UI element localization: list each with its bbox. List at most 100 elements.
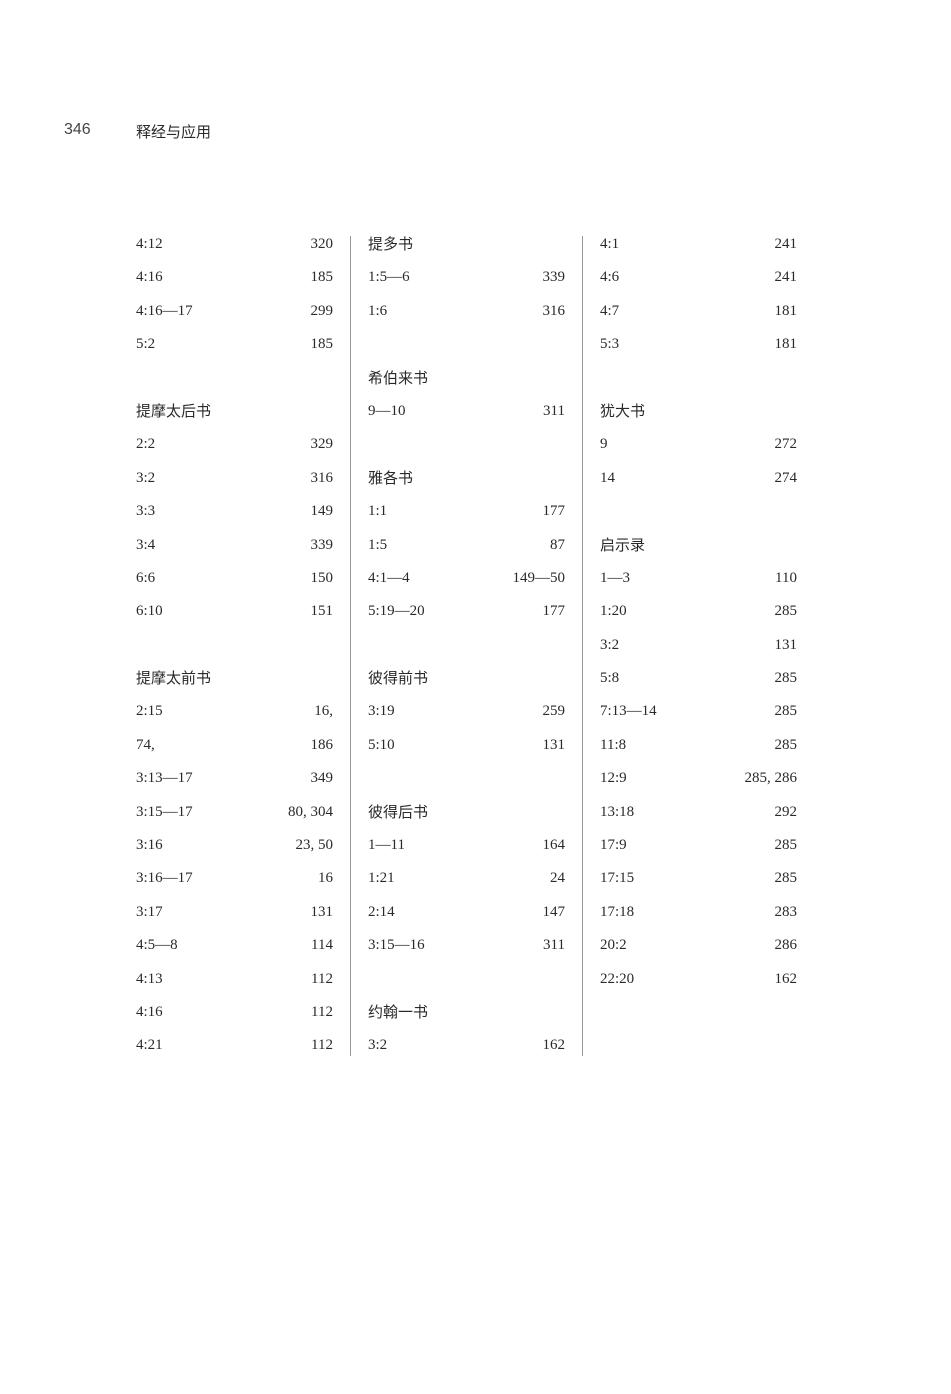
verse-reference: 12:9: [600, 770, 627, 787]
index-entry: 1—3 110: [600, 568, 797, 601]
index-entry: 1:20 285: [600, 601, 797, 634]
verse-reference: 3:19: [368, 703, 395, 720]
book-heading: 提多书: [368, 234, 565, 267]
index-entry: 5:2 185: [136, 334, 333, 367]
verse-reference: 2:15: [136, 703, 163, 720]
index-entry: 4:6 241: [600, 267, 797, 300]
verse-reference: 74,: [136, 736, 155, 753]
index-entry: 1:21 24: [368, 868, 565, 901]
book-title: 彼得前书: [368, 669, 429, 688]
verse-reference: 2:2: [136, 436, 156, 453]
verse-reference: 17:15: [600, 870, 635, 887]
page-reference: 150: [310, 569, 334, 586]
verse-reference: 4:21: [136, 1037, 163, 1054]
page-reference: 151: [310, 603, 334, 620]
blank-row: [600, 501, 797, 534]
index-entry: 4:16—17 299: [136, 301, 333, 334]
book-title: 提多书: [368, 235, 414, 253]
index-entry: 2:15 16,: [136, 701, 333, 734]
verse-reference: 6:10: [136, 603, 163, 620]
page-reference: 311: [543, 937, 565, 954]
page-reference: 241: [774, 236, 798, 252]
verse-reference: 3:16: [136, 837, 163, 854]
index-entry: 5:3 181: [600, 334, 797, 367]
index-entry: 2:2 329: [136, 434, 333, 467]
book-title: 提摩太前书: [136, 669, 212, 688]
index-entry: 3:19 259: [368, 701, 565, 734]
page-reference: 320: [310, 236, 334, 252]
book-heading: 彼得后书: [368, 802, 565, 835]
index-entry: 6:10 151: [136, 601, 333, 634]
page-reference: 24: [550, 870, 565, 887]
verse-reference: 1:21: [368, 870, 395, 887]
blank-row: [136, 635, 333, 668]
index-entry: 3:3 149: [136, 501, 333, 534]
page-reference: 112: [311, 970, 333, 987]
page-reference: 112: [311, 1003, 333, 1020]
verse-reference: 1—11: [368, 837, 405, 854]
verse-reference: 2:14: [368, 903, 395, 920]
verse-reference: 4:5—8: [136, 937, 178, 954]
page-reference: 131: [774, 636, 798, 653]
verse-reference: 3:17: [136, 903, 163, 920]
index-entry: 4:7 181: [600, 301, 797, 334]
verse-reference: 5:19—20: [368, 603, 425, 620]
verse-reference: 1:5—6: [368, 269, 410, 286]
page-reference: 299: [310, 302, 334, 319]
book-heading: 启示录: [600, 535, 797, 568]
verse-reference: 3:16—17: [136, 870, 193, 887]
verse-reference: 1—3: [600, 569, 630, 586]
verse-reference: 1:1: [368, 503, 388, 520]
page-reference: 339: [542, 269, 566, 286]
verse-reference: 17:9: [600, 837, 627, 854]
book-title: 彼得后书: [368, 802, 429, 821]
verse-reference: 1:20: [600, 603, 627, 620]
page-reference: 274: [774, 469, 798, 486]
verse-reference: 3:2: [600, 636, 620, 653]
book-heading: 提摩太后书: [136, 401, 333, 434]
verse-reference: 14: [600, 469, 615, 486]
verse-reference: 4:16: [136, 269, 163, 286]
page-reference: 181: [774, 336, 798, 353]
verse-reference: 3:2: [368, 1037, 388, 1054]
column-divider: [350, 236, 351, 1056]
page-reference: 316: [310, 469, 334, 486]
index-entry: 9—10 311: [368, 401, 565, 434]
index-entry: 17:9 285: [600, 835, 797, 868]
page-reference: 292: [774, 803, 798, 820]
verse-reference: 22:20: [600, 970, 635, 987]
index-entry: 20:2 286: [600, 935, 797, 968]
index-column-3: 4:1 241 4:6 241 4:7 181 5:3 181 犹大书 9 272 14 274 启示录 1…: [600, 234, 797, 1002]
verse-reference: 6:6: [136, 569, 156, 586]
book-title: 希伯来书: [368, 368, 429, 387]
index-column-2: 提多书 1:5—6 339 1:6 316 希伯来书 9—10 311 雅各书 1:1 177 1:5…: [368, 234, 565, 1069]
index-entry: 9 272: [600, 434, 797, 467]
page-reference: 349: [310, 770, 334, 787]
index-entry: 3:4 339: [136, 535, 333, 568]
index-entry: 4:16 112: [136, 1002, 333, 1035]
index-entry: 2:14 147: [368, 902, 565, 935]
page-reference: 285: [774, 837, 798, 854]
index-entry: 3:15—17 80, 304: [136, 802, 333, 835]
page-reference: 285: [774, 670, 798, 687]
blank-row: [600, 368, 797, 401]
index-entry: 74, 186: [136, 735, 333, 768]
index-entry: 1:1 177: [368, 501, 565, 534]
verse-reference: 3:15—17: [136, 803, 193, 820]
index-entry: 5:8 285: [600, 668, 797, 701]
verse-reference: 3:15—16: [368, 937, 425, 954]
index-entry: 3:16—17 16: [136, 868, 333, 901]
page-reference: 162: [774, 970, 798, 987]
book-heading: 提摩太前书: [136, 668, 333, 701]
book-title: 雅各书: [368, 468, 414, 487]
page-reference: 131: [542, 736, 566, 753]
page-reference: 285: [774, 736, 798, 753]
book-heading: 彼得前书: [368, 668, 565, 701]
index-entry: 12:9 285, 286: [600, 768, 797, 801]
page-reference: 112: [311, 1037, 333, 1054]
page-reference: 87: [550, 536, 565, 553]
verse-reference: 4:16—17: [136, 302, 193, 319]
page-reference: 285: [774, 703, 798, 720]
verse-reference: 3:2: [136, 469, 156, 486]
verse-reference: 17:18: [600, 903, 635, 920]
